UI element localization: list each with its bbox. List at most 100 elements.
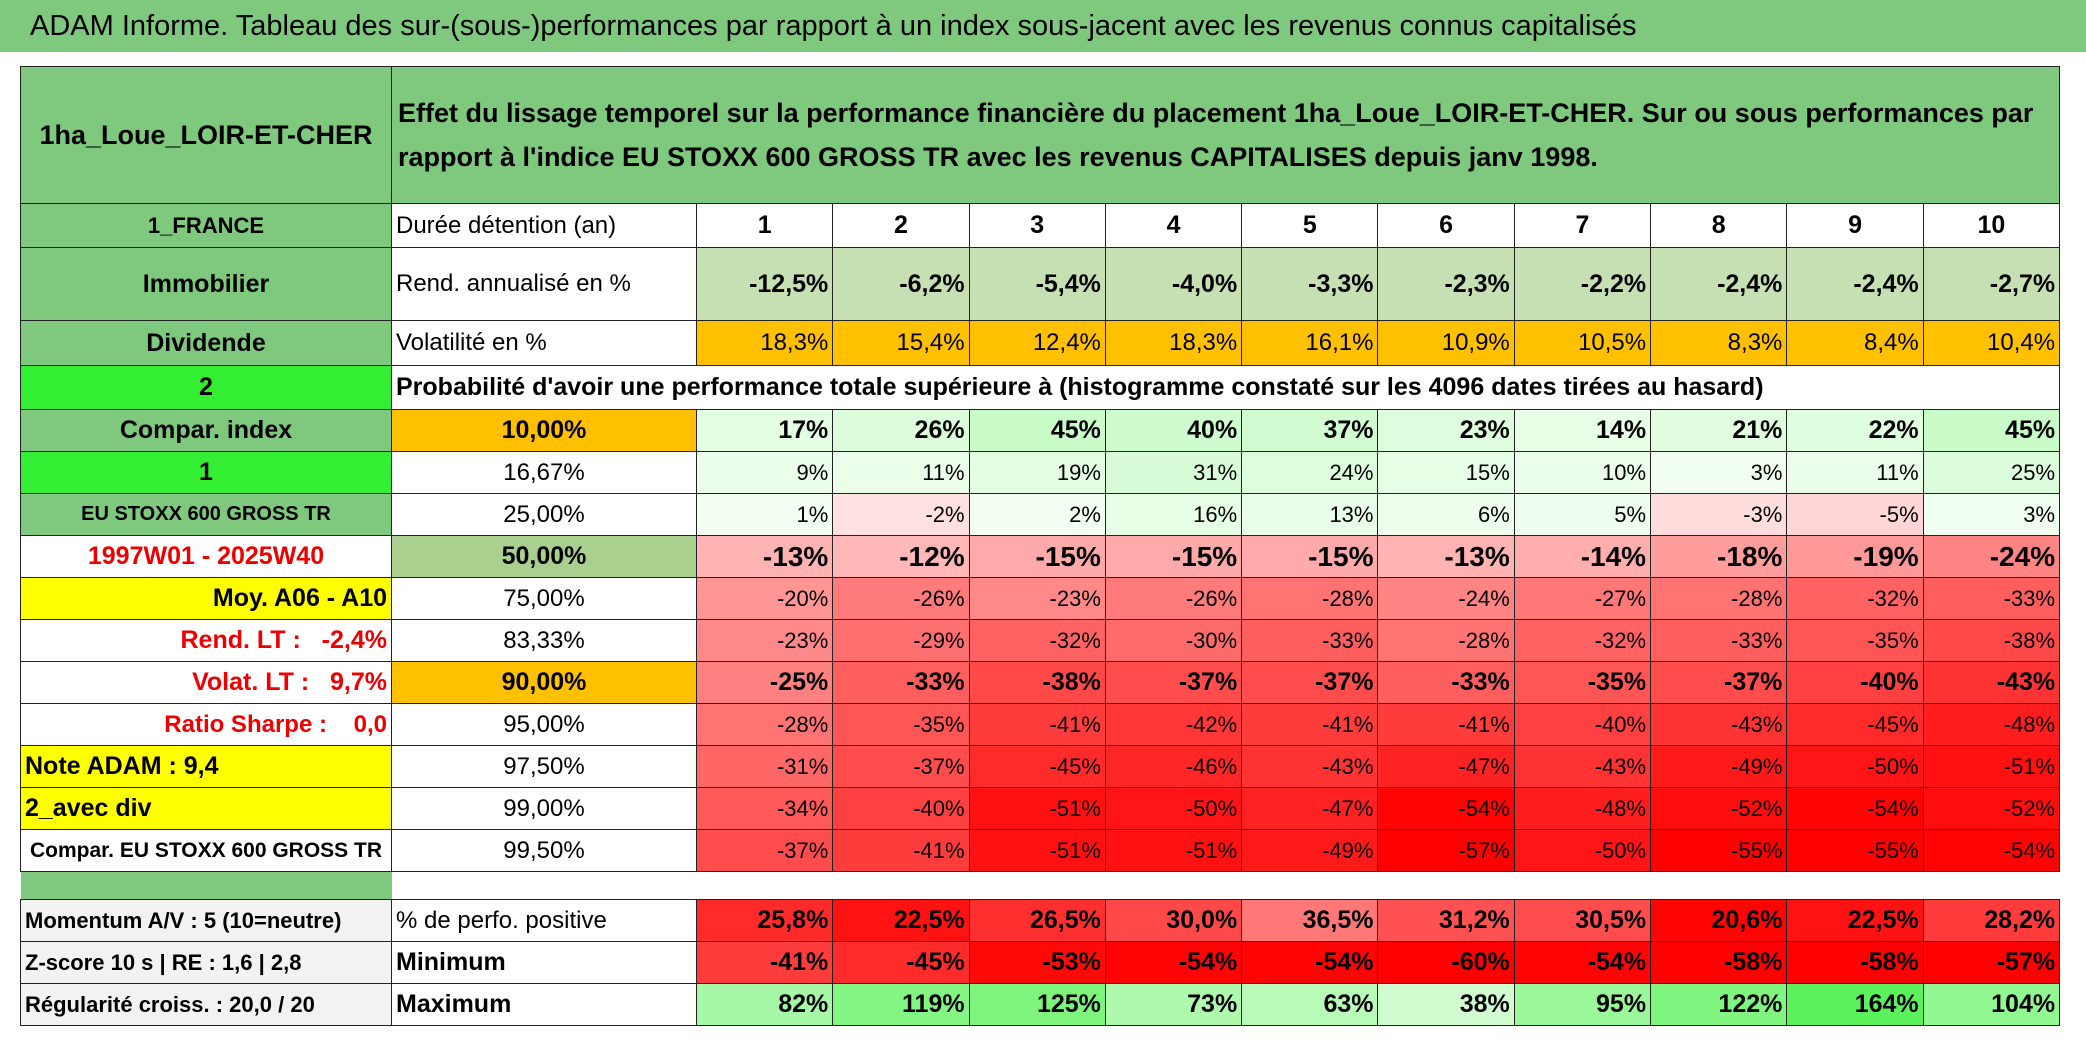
value-cell: 1 [695,203,834,248]
value-cell: 18,3% [1104,320,1243,366]
row-label: Rend. annualisé en % [391,247,697,321]
value-cell: 26% [832,409,970,452]
value-cell: 37% [1241,409,1379,452]
value-cell: -20% [695,577,834,620]
value-cell: -4,0% [1104,247,1243,321]
value-cell: 22,5% [1786,899,1924,942]
value-cell: -35% [1786,619,1924,662]
value-cell: -3,3% [1241,247,1379,321]
row-label: Durée détention (an) [391,203,697,248]
value-cell: 13% [1241,493,1379,536]
table-row: Note ADAM : 9,4 97,50% -31% -37% -45% -46% -43… [20,745,2061,788]
value-cell: 125% [968,983,1106,1026]
value-cell: -50% [1786,745,1924,788]
value-cell: -33% [1377,661,1515,704]
value-cell: 164% [1786,983,1924,1026]
value-cell: 12,4% [968,320,1106,366]
value-cell: 11% [832,451,970,494]
table-row: Régularité croiss. : 20,0 / 20 Maximum 82%… [20,983,2061,1026]
value-cell: -50% [1513,829,1652,872]
value-cell: 119% [832,983,970,1026]
value-cell: 31,2% [1377,899,1515,942]
value-cell: 26,5% [968,899,1106,942]
value-cell: 5% [1513,493,1652,536]
row-left-label: Immobilier [20,247,392,321]
table-row: Z-score 10 s | RE : 1,6 | 2,8 Minimum -41%… [20,941,2061,984]
value-cell: -60% [1377,941,1515,984]
value-cell: -51% [1922,745,2061,788]
value-cell: -43% [1241,745,1379,788]
description: Effet du lissage temporel sur la perform… [390,66,2061,204]
value-cell: 8 [1650,203,1788,248]
value-cell: -54% [1104,941,1243,984]
row-left-label: 1997W01 - 2025W40 [20,535,392,578]
value-cell: -49% [1650,745,1788,788]
value-cell: -58% [1650,941,1788,984]
value-cell: -50% [1104,787,1243,830]
value-cell: 95% [1513,983,1652,1026]
row-left-label: Z-score 10 s | RE : 1,6 | 2,8 [20,941,392,984]
value-cell: -27% [1513,577,1652,620]
value-cell: -30% [1104,619,1243,662]
value-cell: -40% [1513,703,1652,746]
value-cell: 30,0% [1104,899,1243,942]
value-cell: -55% [1786,829,1924,872]
value-cell: 17% [695,409,834,452]
value-cell: 31% [1104,451,1243,494]
row-label: % de perfo. positive [391,899,697,942]
row-left-label: 1_FRANCE [20,203,392,248]
value-cell: 2 [832,203,970,248]
separator-row [20,871,2060,900]
row-left-label: 2_avec div [20,787,392,830]
value-cell: -15% [1241,535,1379,578]
value-cell: -3% [1650,493,1788,536]
value-cell: -29% [832,619,970,662]
value-cell: -37% [832,745,970,788]
value-cell: 21% [1650,409,1788,452]
value-cell: -32% [1786,577,1924,620]
value-cell: -28% [695,703,834,746]
value-cell: -54% [1922,829,2061,872]
row-left-label: Moy. A06 - A10 [20,577,392,620]
value-cell: -24% [1922,535,2061,578]
value-cell: 16% [1104,493,1243,536]
table-header-row: 1ha_Loue_LOIR-ET-CHER Effet du lissage t… [20,66,2061,204]
table-row: Volat. LT : 9,7% 90,00% -25% -33% -38% -37% -3… [20,661,2061,704]
value-cell: -33% [1922,577,2061,620]
row-left-label: Rend. LT : -2,4% [20,619,392,662]
value-cell: -37% [695,829,834,872]
value-cell: -43% [1650,703,1788,746]
value-cell: -35% [1513,661,1652,704]
value-cell: -18% [1650,535,1788,578]
value-cell: -2,4% [1786,247,1924,321]
table-row: 2 Probabilité d'avoir une performance tot… [20,365,2061,410]
table-row: 1 16,67% 9% 11% 19% 31% 24% 15% 10% 3% 11% 25% [20,451,2061,494]
row-label: 95,00% [391,703,697,746]
value-cell: -52% [1650,787,1788,830]
value-cell: -26% [832,577,970,620]
value-cell: -2,2% [1513,247,1652,321]
value-cell: -53% [968,941,1106,984]
value-cell: 28,2% [1922,899,2061,942]
value-cell: -48% [1922,703,2061,746]
value-cell: 14% [1513,409,1652,452]
value-cell: -51% [968,829,1106,872]
value-cell: -42% [1104,703,1243,746]
placement-name: 1ha_Loue_LOIR-ET-CHER [20,66,392,204]
value-cell: -41% [832,829,970,872]
value-cell: -48% [1513,787,1652,830]
value-cell: -37% [1650,661,1788,704]
value-cell: -15% [968,535,1106,578]
value-cell: 82% [695,983,834,1026]
value-cell: -45% [1786,703,1924,746]
value-cell: -54% [1377,787,1515,830]
value-cell: -54% [1513,941,1652,984]
value-cell: -24% [1377,577,1515,620]
value-cell: 16,1% [1241,320,1379,366]
value-cell: -28% [1241,577,1379,620]
row-left-label: EU STOXX 600 GROSS TR [20,493,392,536]
value-cell: -38% [968,661,1106,704]
value-cell: 10,5% [1513,320,1652,366]
value-cell: 22,5% [832,899,970,942]
value-cell: 9 [1786,203,1924,248]
